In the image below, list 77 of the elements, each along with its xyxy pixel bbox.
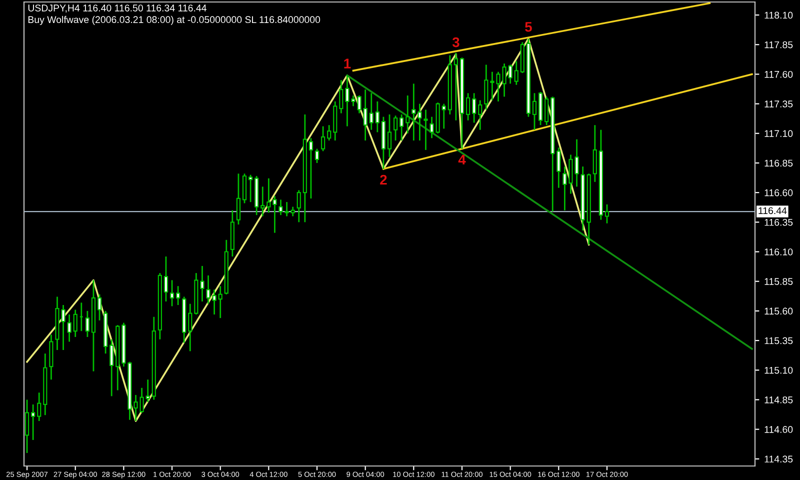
y-tick-label: 115.35 (764, 337, 793, 344)
candlestick (514, 60, 518, 86)
candlestick (418, 103, 422, 142)
text: Buy Wolfwave (2006.03.21 08:00) at -0.05000000 SL 116.84000000 (28, 16, 320, 25)
y-tick-label: 116.60 (764, 189, 793, 196)
annotation: 2 (380, 174, 387, 185)
candlestick (454, 52, 458, 122)
candlestick (508, 64, 512, 84)
y-tick-label: 116.85 (764, 160, 793, 167)
candlestick (393, 114, 398, 142)
candlestick (37, 392, 42, 422)
y-tick-label: 114.35 (764, 456, 793, 463)
candlestick (30, 404, 36, 441)
annotation: 5 (525, 22, 532, 32)
candlestick (466, 92, 470, 122)
candlestick (363, 88, 368, 142)
candlestick (176, 285, 180, 306)
candlestick (146, 378, 150, 403)
y-tick-label: 117.85 (764, 41, 793, 48)
candlestick (260, 186, 265, 217)
candlestick (97, 294, 102, 322)
candlestick (369, 92, 374, 131)
candlestick (73, 309, 78, 338)
candlestick (308, 137, 314, 200)
candlestick (472, 92, 476, 124)
candlestick (375, 100, 380, 133)
candlestick (406, 94, 410, 134)
candlestick (556, 146, 561, 189)
ref-line-label: 116.44 (758, 207, 787, 214)
candlestick (412, 82, 416, 142)
candlestick (327, 124, 332, 142)
candlestick (242, 172, 247, 204)
candlestick (200, 265, 204, 302)
y-tick-label: 117.10 (764, 130, 793, 138)
candlestick (592, 124, 597, 183)
candlestick (296, 190, 301, 223)
line-series (26, 38, 590, 422)
candlestick (164, 256, 168, 302)
candlestick (430, 116, 434, 139)
candlestick (442, 103, 446, 130)
y-tick-label: 115.60 (764, 308, 793, 315)
y-tick-label: 114.60 (764, 426, 793, 433)
candlestick (314, 148, 320, 164)
candlestick (532, 92, 537, 131)
candlestick (248, 174, 253, 203)
candlestick (544, 96, 549, 126)
candlestick (67, 314, 72, 342)
y-tick-label: 117.60 (764, 70, 793, 78)
candlestick (110, 338, 114, 397)
chart-title: USDJPY,H4 116.40 116.50 116.34 116.44 (28, 4, 206, 13)
y-tick-label: 116.35 (764, 218, 793, 226)
candlestick (266, 178, 271, 214)
candlestick (478, 100, 482, 131)
candlestick (604, 204, 610, 224)
candlestick (484, 64, 488, 110)
candlestick (424, 109, 428, 151)
annotation: 4 (458, 154, 466, 164)
candlestick (236, 172, 241, 226)
candlestick (188, 303, 192, 352)
candlestick (85, 310, 90, 338)
y-tick-label: 116.10 (764, 248, 793, 256)
y-tick-label: 114.85 (764, 396, 793, 404)
y-tick-label: 117.35 (764, 100, 793, 108)
y-tick-label: 115.10 (764, 366, 793, 374)
annotation: 1 (344, 58, 351, 68)
y-tick-label: 115.85 (764, 278, 793, 285)
annotation: 3 (452, 37, 460, 48)
y-tick-label: 118.10 (764, 12, 793, 19)
candlestick (290, 206, 295, 217)
candlestick (339, 79, 344, 114)
candlestick (320, 126, 326, 152)
candlestick (272, 195, 277, 234)
candlestick (400, 114, 404, 142)
candlestick (170, 279, 174, 307)
candlestick (387, 114, 392, 158)
candlestick (24, 399, 30, 454)
candlestick (218, 285, 222, 319)
